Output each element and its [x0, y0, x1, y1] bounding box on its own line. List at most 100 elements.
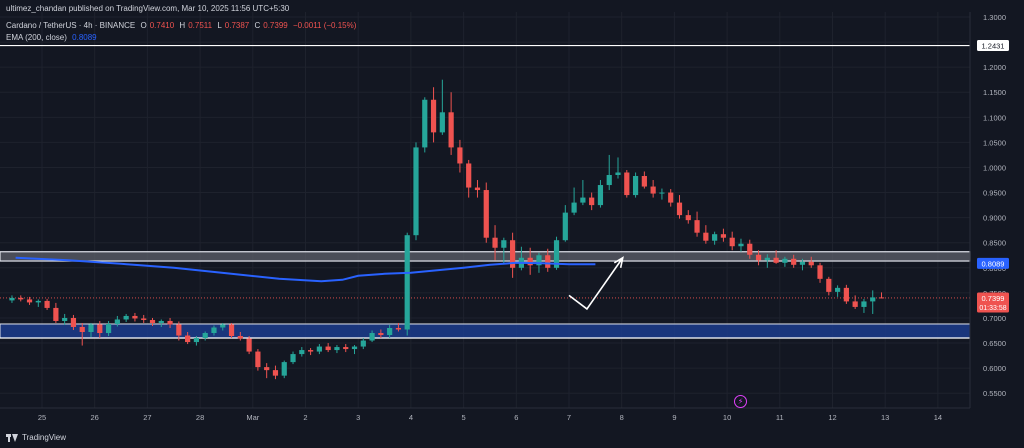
candle	[580, 180, 586, 206]
candle-body	[369, 333, 375, 341]
candle	[272, 365, 279, 380]
candle-body	[255, 351, 261, 368]
ohlc-open: 0.7410	[149, 21, 175, 30]
time-tick-label: 11	[776, 413, 784, 422]
tradingview-brand[interactable]: TradingView	[6, 433, 66, 442]
candle	[712, 231, 718, 245]
candle	[158, 319, 164, 327]
candle-body	[755, 254, 762, 261]
candle-body	[228, 324, 235, 337]
candle	[492, 225, 498, 261]
price-label: 1.2431	[977, 40, 1009, 52]
candle-body	[483, 190, 489, 238]
candle	[351, 345, 358, 355]
price-label: 0.8089	[977, 257, 1009, 269]
candle-body	[334, 347, 340, 351]
candle	[843, 284, 849, 304]
candle	[782, 256, 788, 267]
candle-body	[571, 202, 577, 213]
candle	[466, 159, 472, 198]
candle	[307, 348, 314, 356]
candle	[97, 320, 103, 339]
time-tick-label: 25	[38, 413, 46, 422]
lightning-icon[interactable]: ⚡	[734, 395, 747, 408]
ohlc-high-label: H	[179, 21, 186, 30]
candle-body	[624, 172, 630, 196]
candle-body	[53, 307, 59, 321]
candle-body	[167, 320, 173, 325]
candle-body	[799, 261, 806, 265]
candle	[413, 142, 419, 241]
candle-body	[220, 324, 226, 328]
candle-body	[562, 212, 568, 241]
candle	[685, 210, 691, 224]
candle	[808, 256, 814, 268]
candle-body	[791, 258, 797, 265]
candle	[738, 238, 744, 252]
candle-body	[580, 197, 586, 203]
candle-body	[264, 367, 270, 371]
candle-body	[764, 257, 770, 261]
candle-body	[343, 347, 349, 350]
price-tick-label: 1.1000	[983, 113, 1006, 122]
candle-body	[536, 255, 542, 266]
candle	[826, 276, 832, 296]
candle-body	[817, 265, 823, 279]
price-tick-label: 0.8500	[983, 239, 1006, 248]
publisher-line: ultimez_chandan published on TradingView…	[6, 4, 290, 13]
candle	[132, 312, 138, 322]
ohlc-high: 0.7511	[188, 21, 213, 30]
candle	[527, 247, 533, 275]
time-axis[interactable]: 25 26 27 28 Mar 2 3 4 5 6 7 8 9 10 11 12 13 14	[38, 413, 942, 422]
candle-body	[738, 243, 744, 247]
candle-body	[834, 287, 841, 292]
candle-body	[193, 338, 200, 343]
candle-body	[641, 176, 647, 187]
candle-body	[668, 192, 674, 203]
candle-body	[720, 234, 727, 238]
candle	[861, 298, 867, 313]
symbol-name[interactable]: Cardano / TetherUS · 4h · BINANCE	[6, 21, 136, 30]
ema-line	[15, 256, 596, 283]
ohlc-change: −0.0011 (−0.15%)	[292, 21, 357, 30]
candle	[281, 360, 287, 379]
candle-body	[861, 301, 867, 307]
candle	[35, 299, 41, 307]
price-label-value: 1.2431	[982, 42, 1005, 51]
price-label-countdown: 01:33:58	[979, 305, 1006, 312]
candle	[360, 338, 366, 350]
candle	[562, 205, 568, 242]
candle-body	[395, 327, 402, 330]
candle-body	[9, 297, 15, 301]
candle	[668, 189, 674, 207]
candle-body	[466, 163, 472, 188]
candle-body	[378, 333, 384, 336]
candle	[852, 295, 858, 309]
candle	[53, 302, 59, 323]
candle-body	[88, 324, 94, 333]
candle	[105, 320, 112, 337]
candle-body	[852, 301, 858, 307]
candle	[62, 313, 68, 325]
candle-body	[808, 261, 814, 266]
candle	[834, 285, 841, 297]
price-tick-label: 1.1500	[983, 88, 1006, 97]
candle	[870, 290, 876, 314]
symbol-legend[interactable]: Cardano / TetherUS · 4h · BINANCE O 0.741…	[6, 21, 359, 30]
ema-legend[interactable]: EMA (200, close) 0.8089	[6, 33, 100, 42]
time-tick-label: 27	[143, 413, 151, 422]
candle	[141, 314, 147, 323]
candle	[299, 347, 305, 357]
ema-200-line	[15, 256, 596, 283]
ema-label[interactable]: EMA (200, close)	[6, 33, 67, 42]
candle	[246, 336, 252, 355]
candle-body	[870, 297, 876, 302]
candle-body	[457, 147, 463, 164]
candle-body	[281, 362, 287, 376]
candle-body	[712, 234, 718, 241]
candle	[791, 254, 797, 268]
ohlc-low: 0.7387	[224, 21, 250, 30]
candle-body	[430, 99, 437, 133]
candle-body	[527, 257, 533, 266]
